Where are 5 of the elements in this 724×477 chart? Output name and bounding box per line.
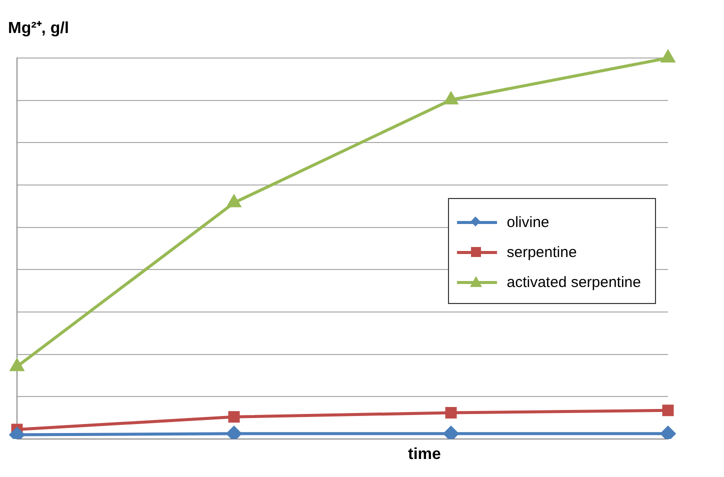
y-axis-title: Mg²⁺, g/l xyxy=(8,19,69,38)
legend-label: activated serpentine xyxy=(506,274,641,290)
legend-label: olivine xyxy=(506,214,550,230)
x-axis-title: time xyxy=(408,446,441,464)
legend-label: serpentine xyxy=(506,244,577,260)
